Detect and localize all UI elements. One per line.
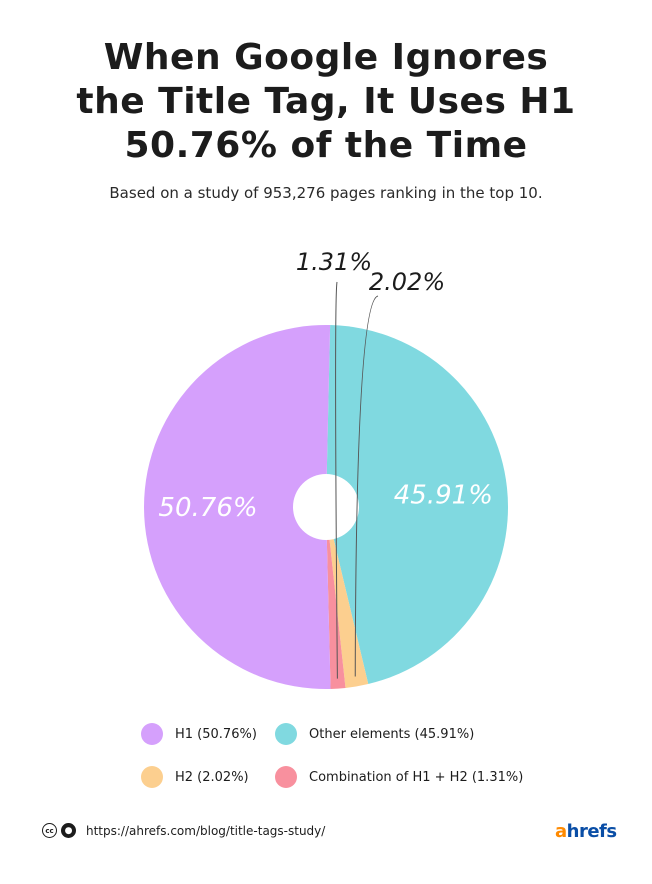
slice-label-combination: 1.31% [296,248,372,276]
slice-label-h1: 50.76% [158,493,257,523]
legend-swatch-h1 [141,723,163,745]
legend-item-other: Other elements (45.91%) [275,723,474,745]
legend-label-h2: H2 (2.02%) [175,769,249,785]
ahrefs-logo[interactable]: ahrefs [555,821,617,842]
title-line-2: the Title Tag, It Uses H1 [76,81,576,122]
footer: cc ● https://ahrefs.com/blog/title-tags-… [42,823,325,838]
legend-swatch-h2 [141,766,163,788]
legend-label-other: Other elements (45.91%) [309,726,475,742]
legend-item-combination: Combination of H1 + H2 (1.31%) [275,766,523,788]
chart-subtitle: Based on a study of 953,276 pages rankin… [109,184,543,202]
legend-item-h2: H2 (2.02%) [141,766,249,788]
legend-label-combination: Combination of H1 + H2 (1.31%) [309,769,524,785]
slice-label-h2: 2.02% [369,268,445,296]
title-line-3: 50.76% of the Time [124,125,528,166]
leader-line-combination [335,281,338,679]
legend-swatch-other [275,723,297,745]
donut-hole [293,474,359,540]
chart-title: When Google Ignores the Title Tag, It Us… [0,36,652,168]
slice-other-elements [326,325,508,685]
title-line-1: When Google Ignores [103,37,549,78]
source-link[interactable]: https://ahrefs.com/blog/title-tags-study… [86,823,326,838]
donut-chart: 50.76% 45.91% 1.31%2.02% [144,248,508,689]
leader-line-h2 [354,295,379,677]
legend-item-h1: H1 (50.76%) [141,723,257,745]
legend-swatch-combination [275,766,297,788]
slice-combination [326,507,346,689]
legend-label-h1: H1 (50.76%) [175,726,257,742]
slice-label-other-elements: 45.91% [394,481,493,511]
slice-h1 [144,324,331,689]
attribution-icon: ● [61,823,76,838]
cc-icon: cc [42,823,57,838]
